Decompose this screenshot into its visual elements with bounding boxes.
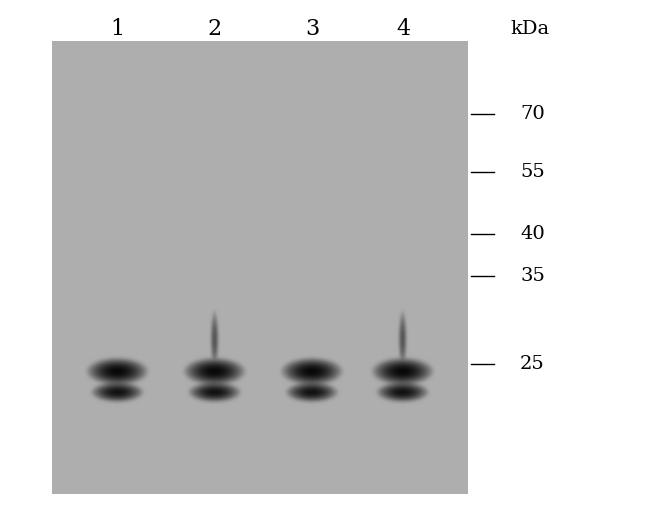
Text: 25: 25: [520, 355, 545, 373]
Text: 3: 3: [305, 18, 319, 40]
FancyBboxPatch shape: [52, 42, 468, 494]
Text: 4: 4: [396, 18, 410, 40]
Text: 35: 35: [520, 267, 545, 284]
Text: kDa: kDa: [510, 20, 549, 37]
Text: 40: 40: [520, 225, 545, 243]
Text: 1: 1: [110, 18, 124, 40]
Text: 55: 55: [520, 163, 545, 180]
Text: 70: 70: [520, 106, 545, 123]
Text: 2: 2: [207, 18, 222, 40]
